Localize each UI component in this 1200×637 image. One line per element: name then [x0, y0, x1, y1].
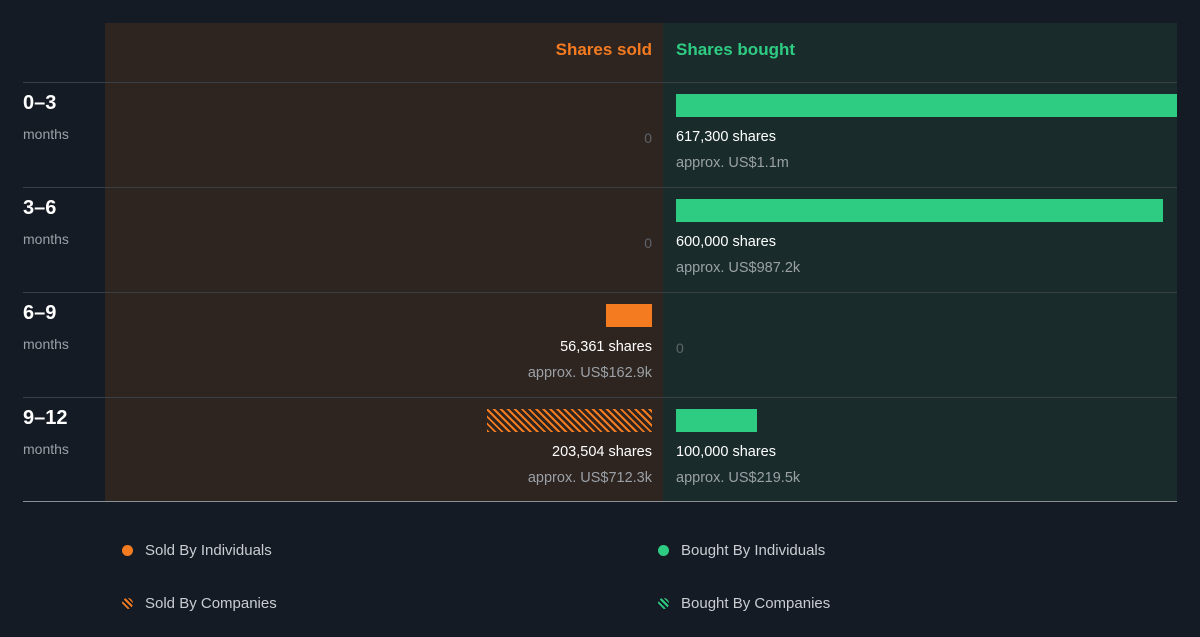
- green-hatched-dot-icon: [658, 598, 669, 609]
- legend-bought-individuals[interactable]: Bought By Individuals: [658, 542, 825, 559]
- sold-approx: approx. US$712.3k: [527, 470, 652, 486]
- bought-shares: 600,000 shares: [676, 234, 776, 250]
- legend-bought-companies[interactable]: Bought By Companies: [658, 595, 830, 612]
- shares-bought-header: Shares bought: [676, 40, 796, 59]
- sold-zero-value: 0: [644, 130, 652, 146]
- bought-approx: approx. US$987.2k: [676, 260, 801, 276]
- bought-shares: 100,000 shares: [676, 444, 776, 460]
- bought-shares: 617,300 shares: [676, 129, 776, 145]
- legend-sold-individuals[interactable]: Sold By Individuals: [122, 542, 272, 559]
- period-label: 3–6: [23, 197, 57, 219]
- period-label: 0–3: [23, 92, 57, 114]
- bought-individuals-bar: [676, 199, 1163, 222]
- row-divider: [23, 397, 1177, 398]
- row-divider: [23, 82, 1177, 83]
- legend-label: Bought By Companies: [681, 595, 831, 612]
- sold-zero-value: 0: [644, 235, 652, 251]
- bought-approx: approx. US$219.5k: [676, 470, 801, 486]
- period-label: 9–12: [23, 407, 68, 429]
- bought-individuals-bar: [676, 94, 1177, 117]
- legend-label: Bought By Individuals: [681, 542, 826, 559]
- bought-zero-value: 0: [676, 340, 684, 356]
- row-divider: [23, 292, 1177, 293]
- green-dot-icon: [658, 545, 669, 556]
- period-label: 6–9: [23, 302, 57, 324]
- period-unit: months: [23, 336, 69, 352]
- bought-individuals-bar: [676, 409, 757, 432]
- period-unit: months: [23, 441, 69, 457]
- sold-individuals-bar: [606, 304, 652, 327]
- legend-label: Sold By Companies: [145, 595, 277, 612]
- legend-sold-companies[interactable]: Sold By Companies: [122, 595, 277, 612]
- shares-sold-header: Shares sold: [555, 40, 652, 59]
- sold-shares: 56,361 shares: [560, 339, 652, 355]
- sold-companies-bar: [487, 409, 652, 432]
- orange-dot-icon: [122, 545, 133, 556]
- sold-shares: 203,504 shares: [552, 444, 652, 460]
- period-unit: months: [23, 126, 69, 142]
- bought-approx: approx. US$1.1m: [676, 155, 789, 171]
- orange-hatched-dot-icon: [122, 598, 133, 609]
- row-divider-bottom: [23, 501, 1177, 502]
- sold-approx: approx. US$162.9k: [527, 365, 652, 381]
- period-unit: months: [23, 231, 69, 247]
- legend-label: Sold By Individuals: [145, 542, 272, 559]
- row-divider: [23, 187, 1177, 188]
